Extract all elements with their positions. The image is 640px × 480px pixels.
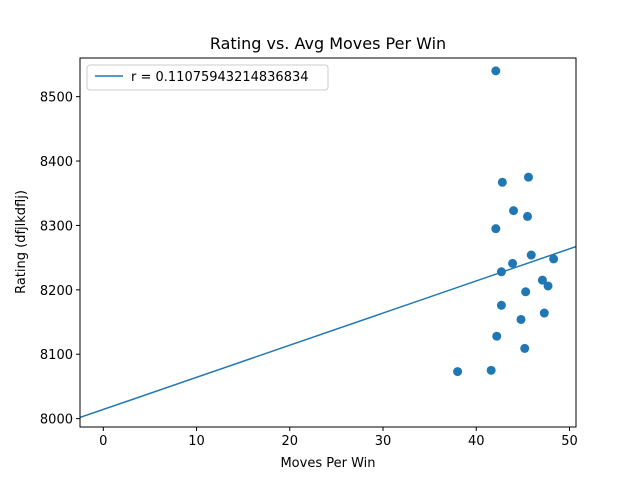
x-tick-label: 20 xyxy=(282,434,299,449)
x-tick-label: 50 xyxy=(561,434,578,449)
data-point xyxy=(543,281,553,291)
y-tick-label: 8400 xyxy=(40,155,73,170)
plot-series-group xyxy=(80,66,576,419)
legend: r = 0.11075943214836834 xyxy=(86,64,329,91)
axes-ticks: 0 10 20 30 40 50 8000 8100 8200 8300 8400 8500 xyxy=(40,91,578,449)
data-point xyxy=(508,258,518,268)
data-point xyxy=(453,367,463,377)
data-point xyxy=(486,365,496,375)
legend-entry-label: r = 0.11075943214836834 xyxy=(131,70,309,85)
x-tick-label: 30 xyxy=(375,434,392,449)
data-point xyxy=(539,308,549,318)
y-tick-label: 8100 xyxy=(40,348,73,363)
regression-line xyxy=(80,245,576,419)
data-point xyxy=(520,343,530,353)
plot-area xyxy=(80,58,576,427)
x-tick-label: 40 xyxy=(468,434,485,449)
data-point xyxy=(549,254,559,264)
legend-box xyxy=(86,64,329,91)
y-tick-label: 8000 xyxy=(40,413,73,428)
data-point xyxy=(537,275,547,285)
data-point xyxy=(509,206,519,216)
data-point xyxy=(516,314,526,324)
data-point xyxy=(523,211,533,221)
data-point xyxy=(491,224,501,234)
data-point xyxy=(526,250,536,260)
data-point xyxy=(496,267,506,277)
chart-title: Rating vs. Avg Moves Per Win xyxy=(210,34,446,53)
plot-content xyxy=(80,66,576,419)
data-point xyxy=(523,172,533,182)
data-point xyxy=(491,66,501,76)
y-tick-label: 8200 xyxy=(40,284,73,299)
y-tick-label: 8500 xyxy=(40,91,73,106)
plot-frame xyxy=(79,57,577,428)
x-tick-label: 0 xyxy=(99,434,107,449)
x-tick-label: 10 xyxy=(188,434,205,449)
data-point xyxy=(496,300,506,310)
data-point xyxy=(521,287,531,297)
x-axis-label: Moves Per Win xyxy=(280,456,375,471)
data-point xyxy=(497,177,507,187)
data-point xyxy=(492,331,502,341)
y-tick-label: 8300 xyxy=(40,219,73,234)
y-axis-label: Rating (dfjlkdflj) xyxy=(14,190,29,294)
